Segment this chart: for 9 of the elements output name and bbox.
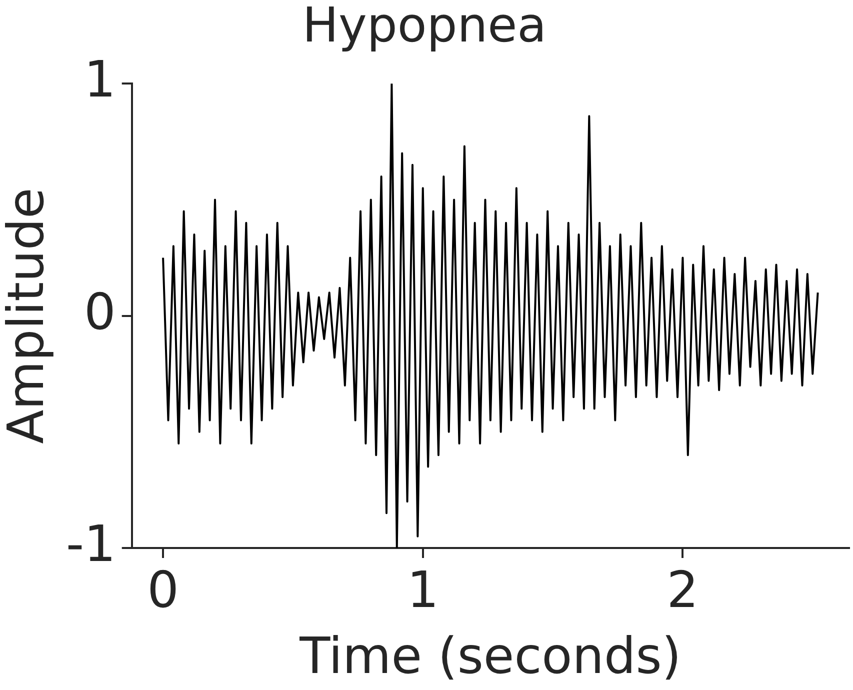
- y-tick-label: 1: [84, 50, 116, 109]
- y-tick-label: 0: [84, 282, 116, 341]
- chart-title: Hypopnea: [302, 0, 547, 54]
- y-axis-title: Amplitude: [0, 188, 55, 444]
- x-tick-label: 0: [147, 560, 179, 619]
- x-tick-label: 2: [666, 560, 699, 619]
- x-tick-label: 1: [406, 560, 439, 619]
- x-axis-title: Time (seconds): [298, 626, 682, 685]
- y-tick-label: -1: [66, 514, 116, 573]
